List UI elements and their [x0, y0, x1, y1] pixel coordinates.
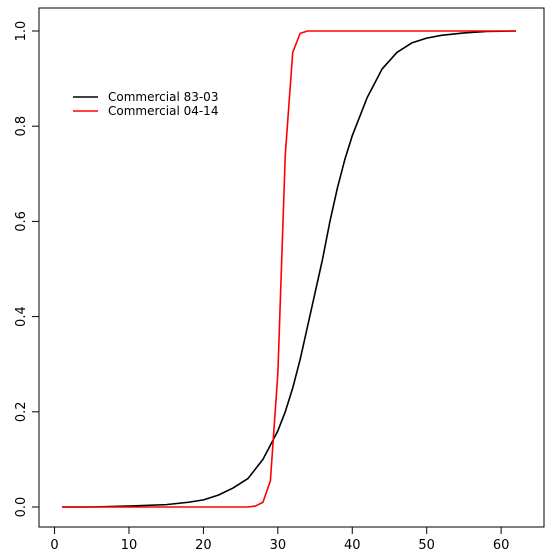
x-tick-label: 40 — [344, 538, 361, 553]
legend-label-0: Commercial 83-03 — [108, 90, 218, 104]
x-tick-label: 0 — [50, 538, 58, 553]
x-tick-label: 60 — [493, 538, 510, 553]
y-axis: 0.0 0.2 0.4 0.6 0.8 1.0 — [14, 21, 40, 518]
x-tick-label: 10 — [121, 538, 138, 553]
x-tick-label: 50 — [418, 538, 435, 553]
x-axis: 0 10 20 30 40 50 60 — [50, 526, 510, 553]
y-tick-label: 1.0 — [14, 21, 29, 42]
series-layer — [62, 30, 517, 508]
series-line-0 — [62, 30, 517, 508]
y-tick-label: 0.0 — [14, 497, 29, 518]
x-tick-label: 20 — [195, 538, 212, 553]
y-tick-label: 0.2 — [14, 401, 29, 422]
y-tick-label: 0.4 — [14, 306, 29, 327]
plot-box — [38, 7, 545, 528]
y-tick-label: 0.8 — [14, 116, 29, 137]
y-tick-label: 0.6 — [14, 211, 29, 232]
x-tick-label: 30 — [270, 538, 287, 553]
legend-label-1: Commercial 04-14 — [108, 104, 218, 118]
series-line-1 — [62, 30, 516, 508]
